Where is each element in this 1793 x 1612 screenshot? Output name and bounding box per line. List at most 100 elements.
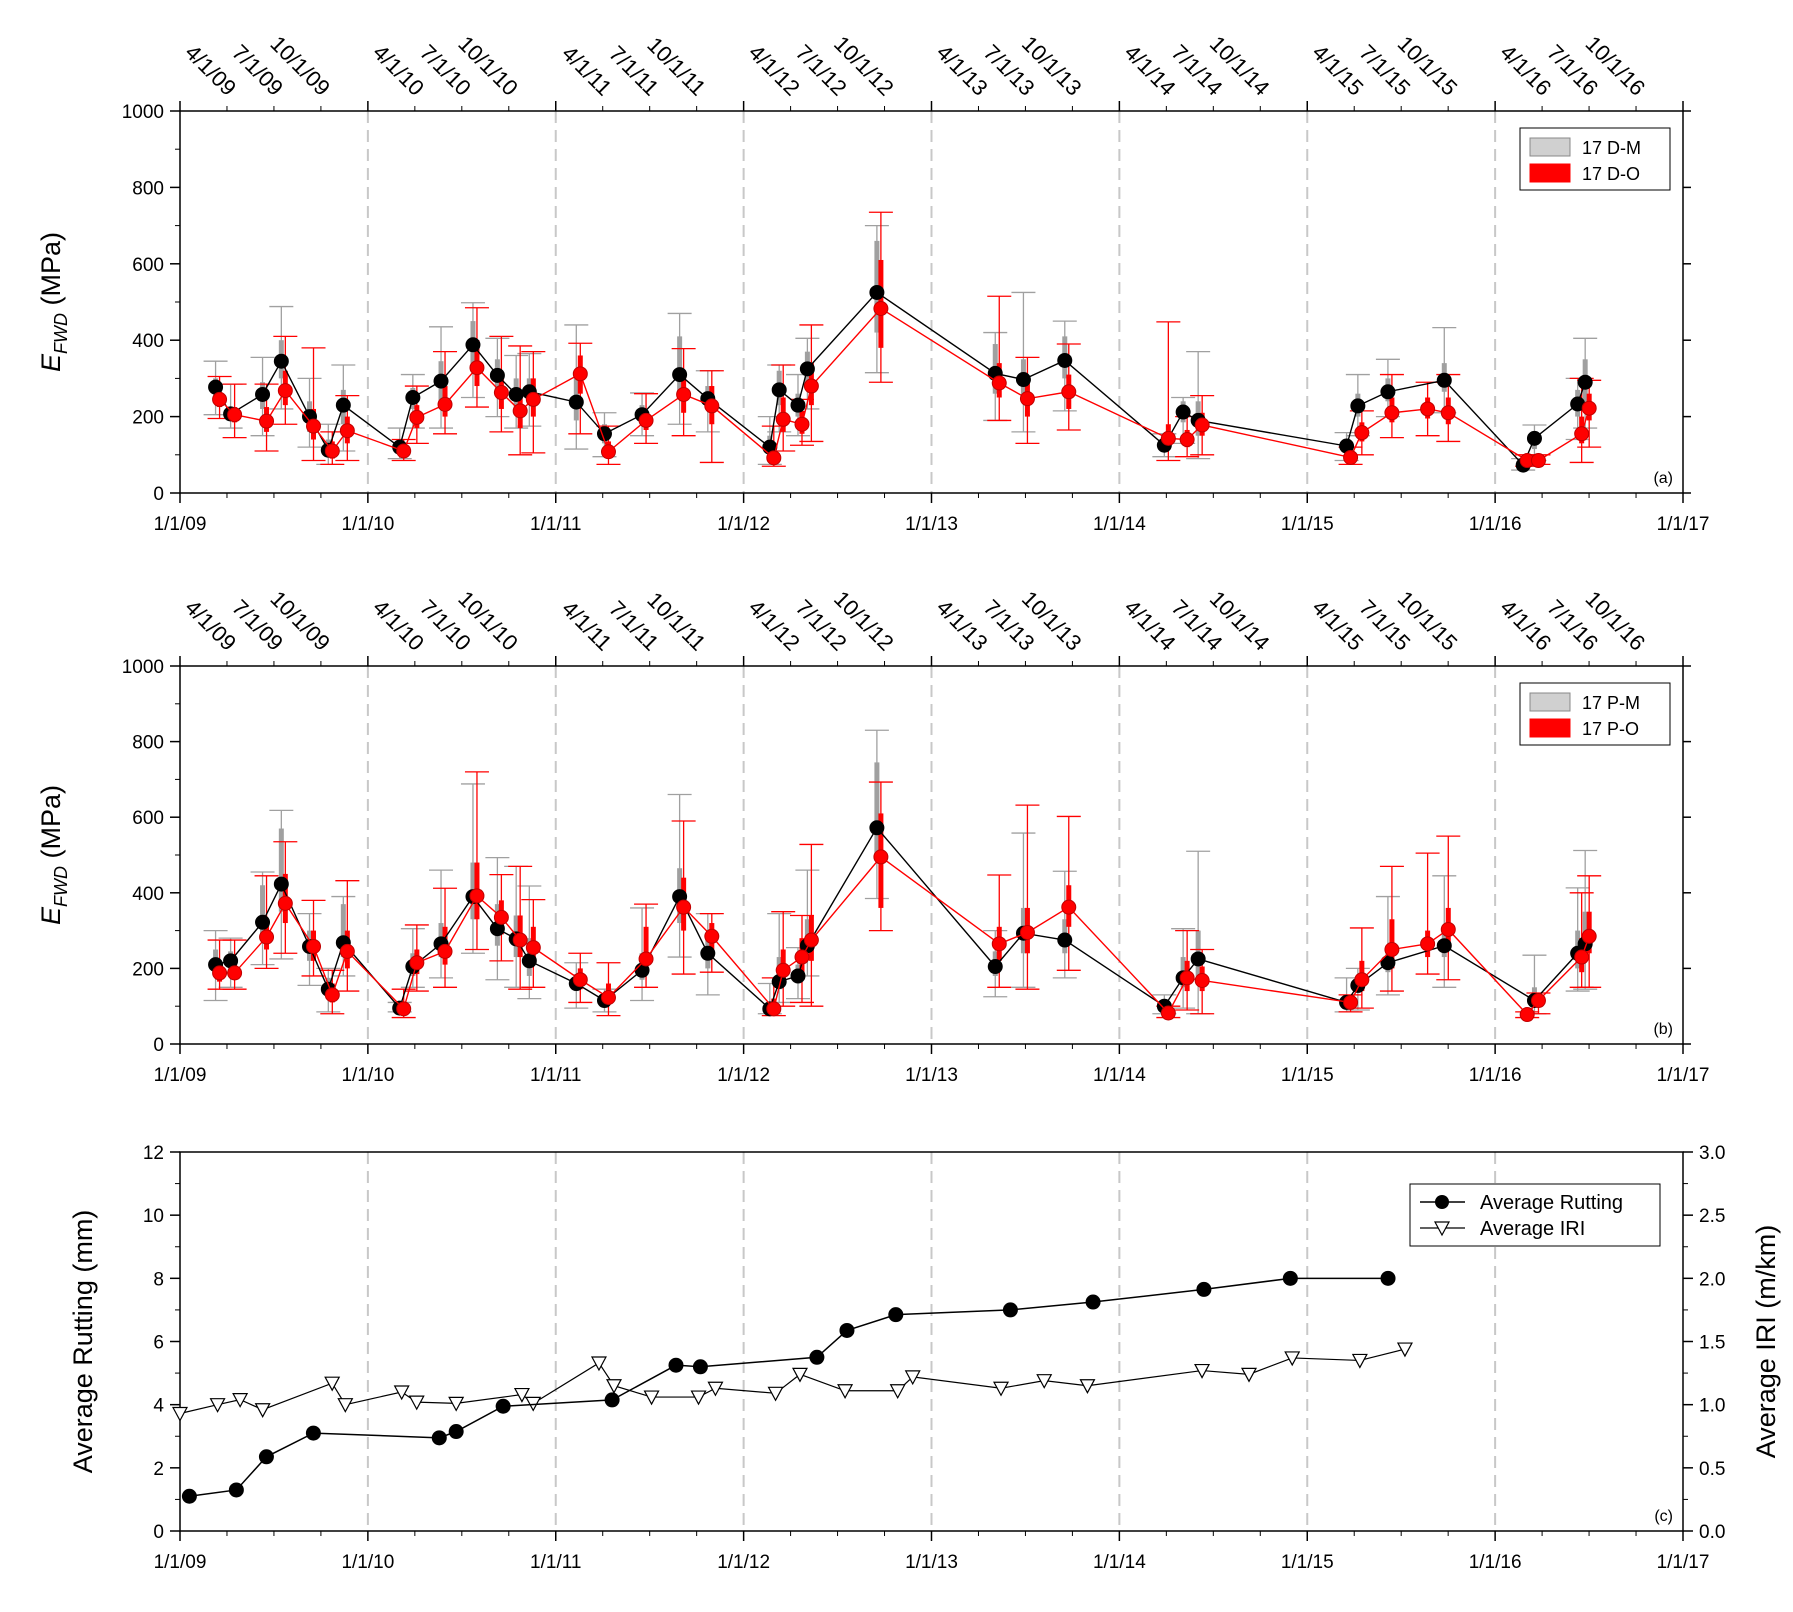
data-point	[259, 929, 275, 945]
data-point	[1175, 404, 1191, 420]
x-tick-label: 1/1/13	[905, 514, 958, 535]
top-date-label: 4/1/13	[932, 595, 993, 656]
data-point	[590, 1356, 607, 1372]
legend-label: 17 P-M	[1582, 693, 1640, 713]
data-point	[525, 940, 541, 956]
data-point	[1574, 426, 1590, 442]
data-point	[465, 337, 481, 353]
data-point	[889, 1384, 906, 1400]
top-date-label: 4/1/15	[1307, 595, 1368, 656]
data-point	[277, 895, 293, 911]
data-point	[521, 953, 537, 969]
data-point	[1396, 1342, 1413, 1358]
data-point	[335, 397, 351, 413]
y-right-tick-label: 0.5	[1699, 1459, 1725, 1480]
data-point	[1384, 405, 1400, 421]
y-right-tick-label: 2.5	[1699, 1206, 1725, 1227]
top-date-label: 4/1/16	[1495, 40, 1556, 101]
x-tick-label: 1/1/10	[341, 1065, 394, 1086]
data-point	[1057, 352, 1073, 368]
data-point	[803, 378, 819, 394]
x-tick-label: 1/1/11	[530, 1065, 581, 1086]
data-point	[766, 1001, 782, 1017]
y-tick-label: 6	[153, 1333, 164, 1354]
data-point	[1343, 994, 1359, 1010]
y-tick-label: 0	[153, 1035, 164, 1056]
data-point	[324, 1376, 341, 1392]
data-point	[1440, 405, 1456, 421]
data-point	[255, 386, 271, 402]
data-point	[600, 990, 616, 1006]
data-point	[1061, 384, 1077, 400]
data-point	[1002, 1302, 1018, 1318]
data-point	[493, 909, 509, 925]
data-point	[227, 407, 243, 423]
x-tick-label: 1/1/17	[1657, 1065, 1710, 1086]
data-point	[1420, 936, 1436, 952]
data-point	[431, 1430, 447, 1446]
legend-box	[1409, 1183, 1661, 1247]
top-date-label: 4/1/13	[932, 40, 993, 101]
panel-letter: (b)	[1653, 1021, 1673, 1038]
data-point	[258, 1449, 274, 1465]
data-point	[1581, 400, 1597, 416]
y-right-tick-label: 2.0	[1699, 1269, 1725, 1290]
data-point	[306, 938, 322, 954]
data-point	[873, 849, 889, 865]
data-point	[1530, 993, 1546, 1009]
data-point	[837, 1384, 854, 1400]
x-tick-label: 1/1/09	[154, 1552, 207, 1573]
y-tick-label: 0	[153, 1522, 164, 1543]
x-tick-label: 1/1/10	[341, 1552, 394, 1573]
y-title-main: E	[36, 906, 66, 925]
legend-label: 17 D-O	[1582, 164, 1640, 184]
y-tick-label: 2	[153, 1459, 164, 1480]
data-point	[489, 367, 505, 383]
data-point	[1284, 1351, 1301, 1367]
top-date-label: 4/1/14	[1120, 40, 1181, 101]
y-tick-label: 200	[132, 408, 164, 429]
series-line	[214, 291, 1586, 467]
data-point	[212, 391, 228, 407]
data-point	[1351, 1353, 1368, 1369]
x-tick-label: 1/1/15	[1281, 514, 1334, 535]
series-line-17-d-m	[208, 284, 1593, 473]
x-tick-label: 1/1/17	[1657, 514, 1710, 535]
data-point	[254, 1403, 271, 1418]
data-point	[1160, 1005, 1176, 1021]
x-tick-label: 1/1/12	[717, 1065, 770, 1086]
data-point	[228, 1482, 244, 1498]
data-point	[692, 1359, 708, 1375]
y-right-tick-label: 1.5	[1699, 1333, 1725, 1354]
data-point	[209, 1398, 226, 1413]
iqr-box	[340, 904, 346, 958]
top-date-label: 4/1/10	[368, 595, 429, 656]
data-point	[775, 962, 791, 978]
data-point	[513, 1387, 530, 1403]
data-point	[512, 403, 528, 419]
x-tick-label: 1/1/15	[1281, 1552, 1334, 1573]
panel-c-rutting-iri: 1/1/09 1/1/10 1/1/11 1/1/12 1/1/13 1/1/14 1/1/…	[68, 1143, 1781, 1573]
y-tick-label: 600	[132, 255, 164, 276]
y-tick-label: 4	[153, 1396, 164, 1417]
legend-swatch-gray	[1529, 692, 1571, 712]
data-point	[1194, 1363, 1211, 1379]
legend-swatch-red	[1529, 718, 1571, 738]
data-point	[1581, 928, 1597, 944]
data-point	[1196, 1281, 1212, 1297]
top-date-label: 4/1/15	[1307, 40, 1368, 101]
series-average-iri	[171, 1342, 1413, 1422]
legend-label: Average Rutting	[1480, 1192, 1623, 1214]
data-point	[255, 914, 271, 930]
data-point	[873, 300, 889, 316]
data-point	[803, 932, 819, 948]
series-17-d-o	[207, 211, 1602, 467]
y-tick-label: 800	[132, 733, 164, 754]
y-tick-label: 400	[132, 884, 164, 905]
top-date-label: 4/1/09	[180, 40, 241, 101]
panel-a-efwd-d-sections: 1/1/09 1/1/10 1/1/11 1/1/12 1/1/13 1/1/14 1/1/…	[36, 31, 1709, 535]
top-date-label: 4/1/11	[557, 596, 617, 656]
y-tick-label: 10	[143, 1206, 164, 1227]
y-tick-label: 400	[132, 331, 164, 352]
